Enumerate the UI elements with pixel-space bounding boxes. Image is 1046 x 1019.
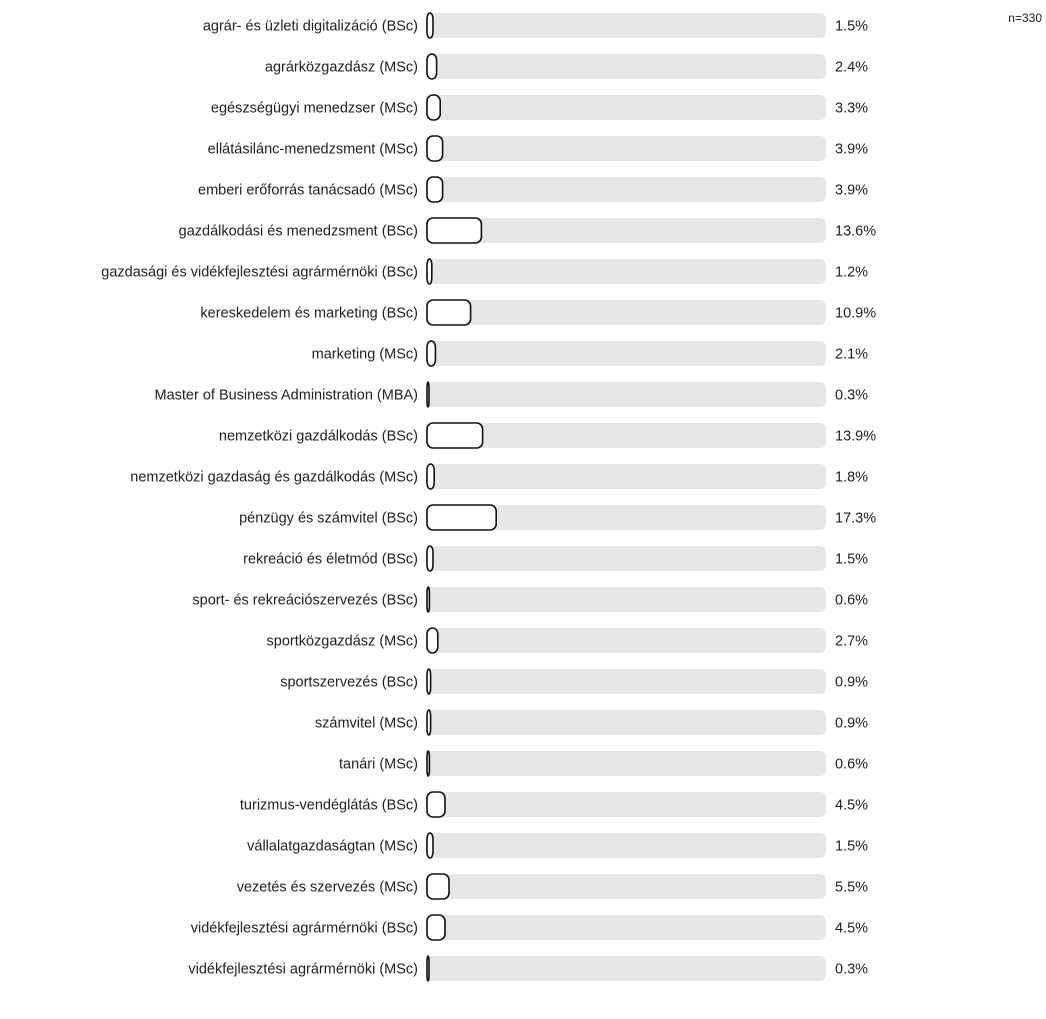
bar-track xyxy=(426,669,826,694)
value-label: 1.5% xyxy=(835,839,868,855)
bar xyxy=(426,217,483,244)
bar xyxy=(426,12,434,39)
bar-track xyxy=(426,300,826,325)
bar xyxy=(426,914,446,941)
category-label: számvitel (MSc) xyxy=(315,716,418,732)
bar xyxy=(426,791,446,818)
category-label: vezetés és szervezés (MSc) xyxy=(237,880,418,896)
category-label: vállalatgazdaságtan (MSc) xyxy=(247,839,418,855)
category-label: egészségügyi menedzser (MSc) xyxy=(211,101,418,117)
value-label: 10.9% xyxy=(835,306,876,322)
bar xyxy=(426,709,432,736)
bar-track xyxy=(426,505,826,530)
value-label: 0.9% xyxy=(835,675,868,691)
bar xyxy=(426,832,434,859)
category-label: sportszervezés (BSc) xyxy=(280,675,418,691)
category-label: turizmus-vendéglátás (BSc) xyxy=(240,798,418,814)
bar xyxy=(426,873,450,900)
value-label: 0.9% xyxy=(835,716,868,732)
category-label: pénzügy és számvitel (BSc) xyxy=(239,511,418,527)
bar-track xyxy=(426,710,826,735)
category-label: tanári (MSc) xyxy=(339,757,418,773)
category-label: marketing (MSc) xyxy=(312,347,418,363)
bar xyxy=(426,586,431,613)
category-label: sportközgazdász (MSc) xyxy=(267,634,419,650)
category-label: gazdálkodási és menedzsment (BSc) xyxy=(179,224,418,240)
bar-track xyxy=(426,136,826,161)
category-label: agrár- és üzleti digitalizáció (BSc) xyxy=(203,19,418,35)
bar-track xyxy=(426,833,826,858)
bar-track xyxy=(426,95,826,120)
category-label: gazdasági és vidékfejlesztési agrármérnö… xyxy=(101,265,418,281)
value-label: 2.7% xyxy=(835,634,868,650)
bar xyxy=(426,381,430,408)
value-label: 1.5% xyxy=(835,19,868,35)
bar xyxy=(426,299,472,326)
category-label: vidékfejlesztési agrármérnöki (BSc) xyxy=(191,921,418,937)
value-label: 2.4% xyxy=(835,60,868,76)
category-label: kereskedelem és marketing (BSc) xyxy=(200,306,418,322)
bar-track xyxy=(426,423,826,448)
bar-track xyxy=(426,546,826,571)
bar-track xyxy=(426,177,826,202)
bar xyxy=(426,422,484,449)
bar-track xyxy=(426,218,826,243)
category-label: vidékfejlesztési agrármérnöki (MSc) xyxy=(188,962,418,978)
value-label: 3.9% xyxy=(835,142,868,158)
category-label: sport- és rekreációszervezés (BSc) xyxy=(192,593,418,609)
bar-track xyxy=(426,13,826,38)
bar xyxy=(426,258,433,285)
bar xyxy=(426,504,497,531)
bar-track xyxy=(426,341,826,366)
bar-track xyxy=(426,751,826,776)
value-label: 13.6% xyxy=(835,224,876,240)
value-label: 5.5% xyxy=(835,880,868,896)
bar-track xyxy=(426,259,826,284)
bar-track xyxy=(426,464,826,489)
bar-track xyxy=(426,382,826,407)
value-label: 2.1% xyxy=(835,347,868,363)
value-label: 4.5% xyxy=(835,921,868,937)
category-label: emberi erőforrás tanácsadó (MSc) xyxy=(198,183,418,199)
category-label: nemzetközi gazdaság és gazdálkodás (MSc) xyxy=(130,470,418,486)
bar-track xyxy=(426,587,826,612)
bar xyxy=(426,627,439,654)
bar xyxy=(426,545,434,572)
value-label: 0.3% xyxy=(835,388,868,404)
bar xyxy=(426,94,441,121)
category-label: ellátásilánc-menedzsment (MSc) xyxy=(208,142,418,158)
bar xyxy=(426,750,431,777)
bar-track xyxy=(426,915,826,940)
value-label: 0.6% xyxy=(835,593,868,609)
value-label: 0.3% xyxy=(835,962,868,978)
category-label: agrárközgazdász (MSc) xyxy=(265,60,418,76)
category-label: nemzetközi gazdálkodás (BSc) xyxy=(219,429,418,445)
bar-track xyxy=(426,54,826,79)
sample-size-label: n=330 xyxy=(1008,11,1042,25)
bar xyxy=(426,53,438,80)
bar xyxy=(426,176,444,203)
value-label: 1.5% xyxy=(835,552,868,568)
value-label: 3.3% xyxy=(835,101,868,117)
bar-track xyxy=(426,874,826,899)
value-label: 1.8% xyxy=(835,470,868,486)
bar-track xyxy=(426,792,826,817)
bar-track xyxy=(426,628,826,653)
bar xyxy=(426,463,435,490)
value-label: 4.5% xyxy=(835,798,868,814)
value-label: 3.9% xyxy=(835,183,868,199)
bar xyxy=(426,135,444,162)
bar xyxy=(426,668,432,695)
value-label: 13.9% xyxy=(835,429,876,445)
category-label: Master of Business Administration (MBA) xyxy=(154,388,418,404)
bar xyxy=(426,340,437,367)
bar xyxy=(426,955,430,982)
value-label: 17.3% xyxy=(835,511,876,527)
category-label: rekreáció és életmód (BSc) xyxy=(243,552,418,568)
value-label: 0.6% xyxy=(835,757,868,773)
value-label: 1.2% xyxy=(835,265,868,281)
bar-track xyxy=(426,956,826,981)
